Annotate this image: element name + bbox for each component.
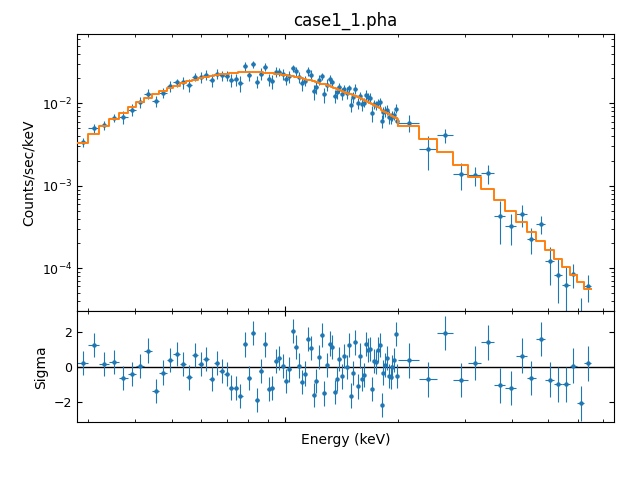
- X-axis label: Energy (keV): Energy (keV): [301, 433, 390, 447]
- Y-axis label: Sigma: Sigma: [34, 345, 48, 389]
- Title: case1_1.pha: case1_1.pha: [294, 11, 397, 30]
- Y-axis label: Counts/sec/keV: Counts/sec/keV: [22, 119, 36, 226]
